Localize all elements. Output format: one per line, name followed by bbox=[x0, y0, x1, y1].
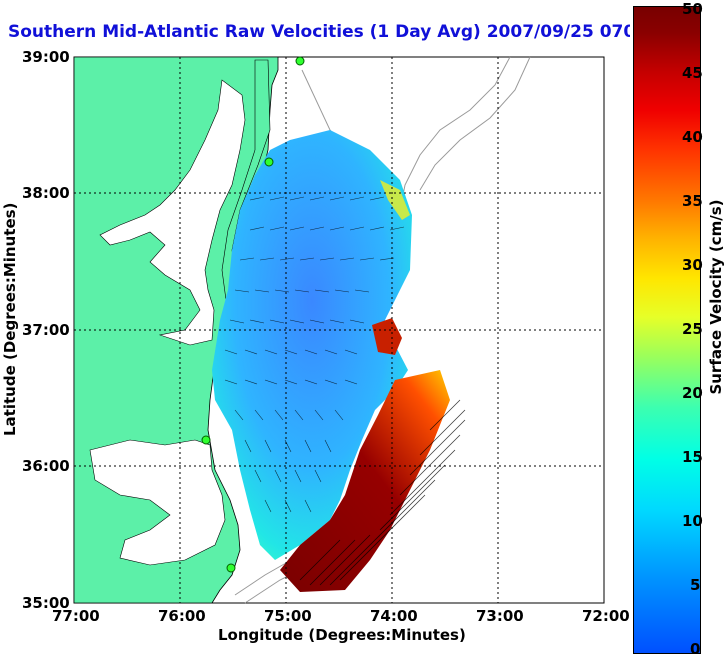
cb-tick-0: 0 bbox=[690, 640, 701, 658]
cb-tick-35: 35 bbox=[682, 192, 703, 210]
station-marker-1 bbox=[295, 56, 305, 66]
colorbar-label: Surface Velocity (cm/s) bbox=[707, 199, 724, 395]
station-marker-3 bbox=[201, 435, 211, 445]
grid-lines bbox=[74, 57, 604, 603]
cb-tick-40: 40 bbox=[682, 128, 703, 146]
y-tick-5: 35:00 bbox=[22, 594, 70, 612]
map-title: Southern Mid-Atlantic Raw Velocities (1 … bbox=[8, 22, 630, 42]
x-tick-2: 76:00 bbox=[158, 607, 206, 625]
cb-tick-15: 15 bbox=[682, 448, 703, 466]
x-tick-5: 73:00 bbox=[476, 607, 524, 625]
y-tick-3: 37:00 bbox=[22, 321, 70, 339]
chesapeake-bay bbox=[99, 79, 246, 346]
velocity-field-fast bbox=[280, 370, 450, 592]
y-axis-label: Latitude (Degrees:Minutes) bbox=[1, 202, 19, 436]
cb-tick-45: 45 bbox=[682, 64, 703, 82]
x-axis-label: Longitude (Degrees:Minutes) bbox=[218, 626, 466, 644]
x-tick-4: 74:00 bbox=[370, 607, 418, 625]
y-tick-2: 38:00 bbox=[22, 184, 70, 202]
station-marker-2 bbox=[264, 157, 274, 167]
cb-tick-25: 25 bbox=[682, 320, 703, 338]
y-tick-4: 36:00 bbox=[22, 457, 70, 475]
x-tick-1: 77:00 bbox=[52, 607, 100, 625]
y-tick-1: 39:00 bbox=[22, 48, 70, 66]
pamlico-sound bbox=[89, 439, 226, 566]
cb-tick-10: 10 bbox=[682, 512, 703, 530]
velocity-field-slow bbox=[212, 130, 412, 560]
velocity-hotspot bbox=[372, 318, 402, 355]
velocity-edge-yellow bbox=[380, 180, 410, 220]
colorbar bbox=[633, 6, 701, 654]
x-tick-6: 72:00 bbox=[582, 607, 630, 625]
station-marker-4 bbox=[226, 563, 236, 573]
cb-tick-30: 30 bbox=[682, 256, 703, 274]
x-tick-3: 75:00 bbox=[264, 607, 312, 625]
cb-tick-50: 50 bbox=[682, 0, 703, 18]
cb-tick-20: 20 bbox=[682, 384, 703, 402]
cb-tick-5: 5 bbox=[690, 576, 701, 594]
velocity-arrows bbox=[224, 196, 466, 586]
